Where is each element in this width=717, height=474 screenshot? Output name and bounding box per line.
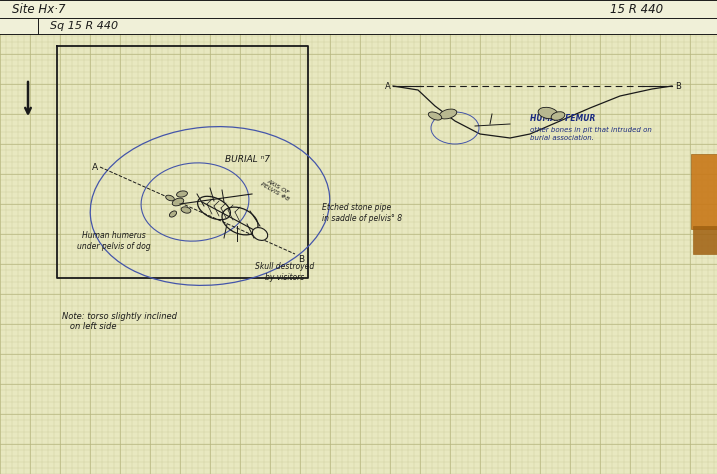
Text: BURIAL ⁿ7: BURIAL ⁿ7 (225, 155, 270, 164)
Text: other bones in pit that intruded on: other bones in pit that intruded on (530, 127, 652, 133)
Text: Etched stone pipe
in saddle of pelvis° 8: Etched stone pipe in saddle of pelvis° 8 (322, 203, 402, 223)
FancyBboxPatch shape (693, 226, 717, 254)
Ellipse shape (169, 211, 176, 217)
Text: Human humerus
under pelvis of dog: Human humerus under pelvis of dog (77, 231, 151, 251)
Text: Site Hx·7: Site Hx·7 (12, 2, 65, 16)
Text: B: B (675, 82, 681, 91)
Text: A: A (385, 82, 391, 91)
Text: Note: torso slightly inclined
   on left side: Note: torso slightly inclined on left si… (62, 312, 177, 331)
Text: A: A (92, 163, 98, 172)
Bar (0, 18, 717, 34)
Ellipse shape (176, 191, 187, 197)
Ellipse shape (551, 112, 565, 120)
Text: AXIS OF
PELVIS #8: AXIS OF PELVIS #8 (260, 176, 293, 202)
Ellipse shape (166, 195, 174, 201)
Ellipse shape (440, 109, 457, 119)
Ellipse shape (181, 207, 191, 213)
Text: HUMAN FEMUR: HUMAN FEMUR (530, 113, 595, 122)
Bar (0, 0, 717, 18)
FancyBboxPatch shape (691, 154, 717, 229)
Text: 15 R 440: 15 R 440 (610, 2, 663, 16)
Text: B: B (298, 255, 304, 264)
Text: Skull destroyed
by visitors: Skull destroyed by visitors (255, 262, 314, 282)
Text: Sq 15 R 440: Sq 15 R 440 (50, 21, 118, 31)
Ellipse shape (172, 198, 184, 206)
Text: burial association.: burial association. (530, 135, 594, 141)
Ellipse shape (428, 112, 442, 120)
Ellipse shape (252, 228, 267, 240)
Ellipse shape (538, 107, 558, 118)
